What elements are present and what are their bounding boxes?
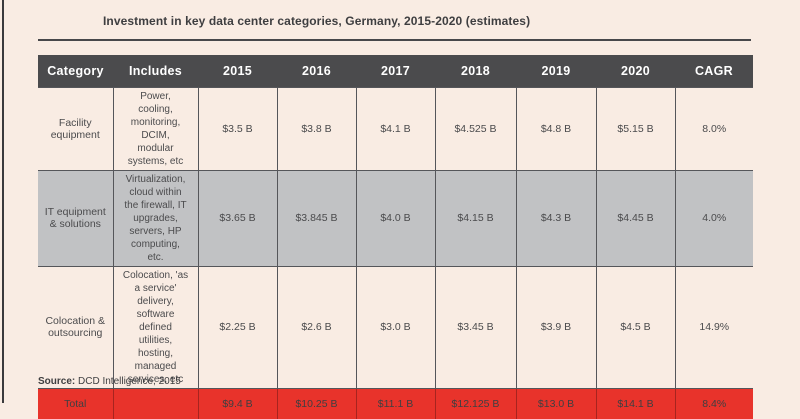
source-label: Source: (38, 376, 76, 387)
value-cell: 8.0% (675, 86, 753, 170)
source-line: Source: DCD Intelligence, 2015 (38, 376, 181, 387)
category-cell: Colocation & outsourcing (38, 265, 114, 388)
value-cell: 8.4% (675, 387, 753, 419)
includes-cell (113, 387, 199, 419)
value-cell: $11.1 B (356, 387, 436, 419)
column-header-2016: 2016 (277, 55, 356, 87)
value-cell: $4.5 B (596, 265, 676, 388)
column-header-includes: Includes (113, 55, 198, 87)
includes-cell: Virtualization, cloud within the firewal… (113, 169, 199, 266)
value-cell: $4.1 B (356, 86, 436, 170)
value-cell: $3.0 B (356, 265, 436, 388)
value-cell: $3.8 B (277, 86, 357, 170)
title-divider (38, 39, 751, 41)
value-cell: $4.0 B (356, 169, 436, 266)
total-row: Total $9.4 B $10.25 B $11.1 B $12.125 B $13.0… (38, 387, 753, 419)
value-cell: $4.525 B (435, 86, 517, 170)
value-cell: $14.1 B (596, 387, 676, 419)
value-cell: $4.3 B (516, 169, 597, 266)
column-header-category: Category (38, 55, 113, 87)
value-cell: $4.45 B (596, 169, 676, 266)
table-row: Facility equipment Power, cooling, monito… (38, 86, 753, 170)
value-cell: 4.0% (675, 169, 753, 266)
report-page: Investment in key data center categories… (2, 0, 753, 419)
value-cell: $5.15 B (596, 86, 676, 170)
value-cell: $13.0 B (516, 387, 597, 419)
value-cell: $2.6 B (277, 265, 357, 388)
value-cell: $9.4 B (198, 387, 278, 419)
value-cell: 14.9% (675, 265, 753, 388)
value-cell: $3.9 B (516, 265, 597, 388)
value-cell: $3.5 B (198, 86, 278, 170)
table-row: Colocation & outsourcing Colocation, 'as … (38, 265, 753, 388)
header-row: Category Includes 2015 2016 2017 2018 2019 2020… (38, 55, 753, 87)
figure-title: Investment in key data center categories… (103, 14, 531, 28)
left-accent-line (2, 0, 4, 403)
column-header-2015: 2015 (198, 55, 277, 87)
table-row: IT equipment & solutions Virtualization, … (38, 169, 753, 266)
value-cell: $3.45 B (435, 265, 517, 388)
value-cell: $4.15 B (435, 169, 517, 266)
column-header-2017: 2017 (356, 55, 435, 87)
value-cell: $10.25 B (277, 387, 357, 419)
source-value: DCD Intelligence, 2015 (75, 376, 181, 387)
column-header-2019: 2019 (516, 55, 596, 87)
includes-cell: Power, cooling, monitoring, DCIM, modula… (113, 86, 199, 170)
value-cell: $2.25 B (198, 265, 278, 388)
column-header-2018: 2018 (435, 55, 516, 87)
category-cell: IT equipment & solutions (38, 169, 114, 266)
value-cell: $3.845 B (277, 169, 357, 266)
category-cell: Total (38, 387, 114, 419)
category-cell: Facility equipment (38, 86, 114, 170)
investment-table: Category Includes 2015 2016 2017 2018 2019 2020… (38, 55, 753, 419)
column-header-cagr: CAGR (675, 55, 753, 87)
value-cell: $3.65 B (198, 169, 278, 266)
includes-cell: Colocation, 'as a service' delivery, sof… (113, 265, 199, 388)
value-cell: $12.125 B (435, 387, 517, 419)
column-header-2020: 2020 (596, 55, 675, 87)
value-cell: $4.8 B (516, 86, 597, 170)
